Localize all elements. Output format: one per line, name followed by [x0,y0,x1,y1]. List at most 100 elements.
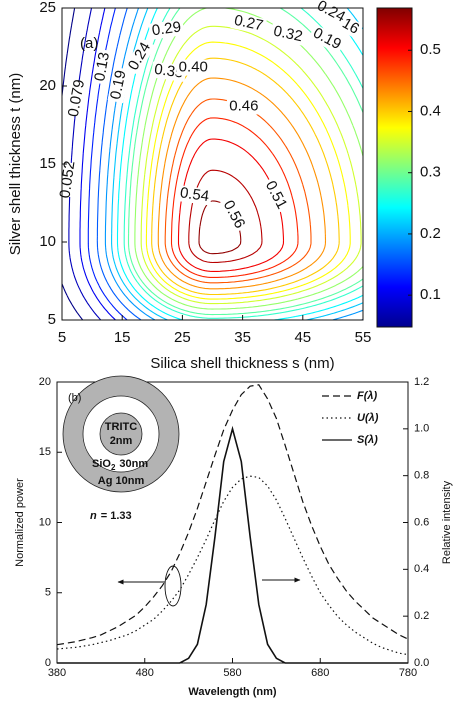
label-bg [66,80,88,117]
shell-sub: 2 [111,463,116,472]
y2-tick-label: 1.2 [414,376,429,388]
contour-value: 0.29 [151,18,182,39]
contour-line [123,7,364,319]
label-bg [226,98,261,115]
contour-label: 0.13 [91,48,114,85]
core-label: TRITC [105,421,137,433]
y2-tick-label: 0.2 [414,610,429,622]
series-line [56,475,409,656]
label-bg [312,0,350,27]
y-tick-label: 15 [39,155,56,172]
x-tick-label: 580 [223,667,241,679]
contour-value: 0.19 [107,69,130,101]
shell-name: SiO [92,458,111,470]
contour-line [96,7,364,321]
contour-line [111,7,364,321]
x-tick-label: 480 [136,667,154,679]
outer-label: Ag 10nm [98,475,145,487]
contour-value: 0.46 [229,97,258,114]
y2-tick-label: 0.0 [414,657,429,669]
contour-label: 0.079 [65,78,88,118]
contour-value: 0.32 [272,23,304,46]
series-line [56,384,409,646]
contour-label: 0.54 [176,184,213,206]
legend-label: U(λ) [357,412,379,424]
legend-label: S(λ) [357,434,378,446]
x-axis-label: Silica shell thickness s (nm) [150,355,334,372]
y-tick-label: 10 [39,233,56,250]
label-bg [124,37,156,76]
contour-value: 0.13 [91,51,113,83]
contour-line [134,7,364,310]
label-bg [269,23,307,46]
label-bg [260,176,291,214]
y-tick-label: 0 [45,657,51,669]
contour-value: 0.54 [179,184,210,205]
y-tick-label: 5 [45,587,51,599]
y2-tick-label: 0.4 [414,563,429,575]
label-bg [308,24,346,55]
contour-label: 0.51 [260,176,291,214]
contour-label: 0.27 [230,12,267,35]
x-tick-label: 15 [114,329,131,346]
contour-value: 0.40 [179,59,208,76]
y-tick-label: 15 [39,446,51,458]
y2-tick-label: 0.6 [414,516,429,528]
label-bg [230,12,267,35]
y2-tick-label: 0.8 [414,470,429,482]
colorbar-tick-label: 0.5 [420,41,441,58]
x-tick-label: 5 [58,329,66,346]
shell-label: SiO2 30nm [92,458,148,472]
core-size: 2nm [110,435,133,447]
y-tick-label: 25 [39,0,56,16]
colorbar-tick-label: 0.4 [420,102,441,119]
label-bg [176,59,211,76]
label-bg [91,48,114,85]
colorbar-tick-label: 0.3 [420,164,441,181]
panel-b: TRITC 2nm SiO2 30nm Ag 10nm n = 1.33 380 48… [14,375,453,698]
contour-value: 0.27 [233,12,265,35]
contour-label: 0.24 [124,37,156,76]
medium-symbol: n [90,510,97,522]
x-tick-label: 45 [294,329,311,346]
contour-label: 0.29 [148,18,185,40]
x-tick-label: 25 [174,329,191,346]
contour-line [140,25,362,305]
contour-label: 0.19 [107,66,131,104]
curve-marker [164,565,182,607]
x-tick-label: 35 [234,329,251,346]
plot-area [62,8,363,320]
contour-label: 0.40 [176,59,211,76]
label-bg [57,161,79,198]
medium-label: n = 1.33 [90,510,132,522]
y-axis-label: Normalized power [14,478,26,567]
contour-line [188,169,263,264]
contour-label: 0.32 [269,23,307,46]
contour-line [145,41,351,300]
contour-line [170,117,299,278]
contour-line [127,7,364,316]
x-axis-label: Wavelength (nm) [188,686,277,698]
x-tick-label: 780 [399,667,417,679]
contour-label: 0.46 [226,97,261,115]
series-line [57,425,408,664]
y2-axis-label: Relative intensity [441,480,453,564]
x-tick-label: 380 [48,667,66,679]
label-bg [176,184,213,206]
contour-line [79,7,116,321]
y-tick-label: 20 [39,77,56,94]
x-tick-label: 55 [355,329,372,346]
y-axis-label: Silver shell thickness t (nm) [7,73,24,256]
core [99,412,143,456]
y-tick-label: 10 [39,516,51,528]
label-bg [107,66,131,104]
panel-label: (b) [68,392,81,404]
label-bg [218,195,249,234]
shell-size: 30nm [119,458,148,470]
label-bg [148,19,185,40]
y2-tick-label: 1.0 [414,423,429,435]
x-tick-label: 680 [311,667,329,679]
panel-label: (a) [80,35,98,52]
